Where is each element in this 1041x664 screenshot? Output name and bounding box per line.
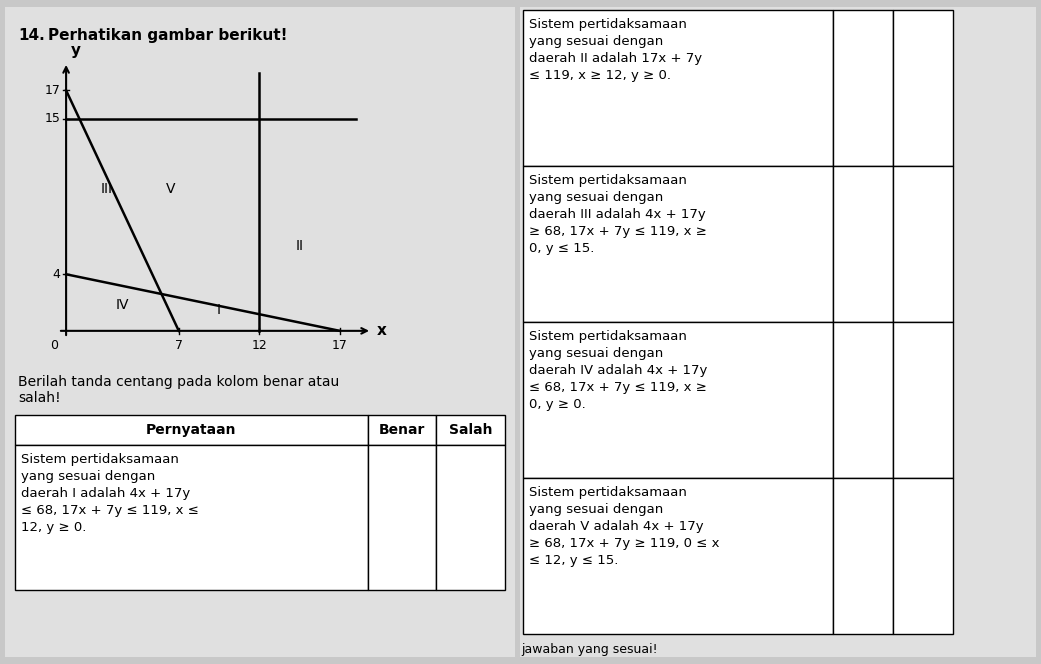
Text: 14.: 14.: [18, 28, 45, 43]
Text: Perhatikan gambar berikut!: Perhatikan gambar berikut!: [48, 28, 287, 43]
Bar: [833, 322, 893, 478]
Bar: [893, 478, 953, 634]
Text: II: II: [296, 239, 304, 253]
Bar: [833, 166, 893, 322]
Bar: [436, 415, 505, 445]
Text: I: I: [217, 303, 221, 317]
Bar: [893, 322, 953, 478]
Text: V: V: [166, 183, 176, 197]
Bar: [893, 166, 953, 322]
Text: Pernyataan: Pernyataan: [146, 423, 236, 437]
Text: Salah: Salah: [449, 423, 492, 437]
Bar: [367, 415, 436, 445]
Bar: [523, 166, 833, 322]
Bar: [15, 445, 367, 590]
Text: 17: 17: [45, 84, 60, 97]
Text: 0: 0: [50, 339, 58, 353]
Bar: [833, 478, 893, 634]
Text: IV: IV: [116, 298, 129, 312]
Text: jawaban yang sesuai!: jawaban yang sesuai!: [520, 643, 658, 656]
Bar: [367, 445, 436, 590]
Text: Sistem pertidaksamaan
yang sesuai dengan
daerah V adalah 4x + 17y
≥ 68, 17x + 7y: Sistem pertidaksamaan yang sesuai dengan…: [529, 486, 719, 567]
Bar: [436, 445, 505, 590]
Bar: [15, 415, 367, 445]
Text: Sistem pertidaksamaan
yang sesuai dengan
daerah III adalah 4x + 17y
≥ 68, 17x + : Sistem pertidaksamaan yang sesuai dengan…: [529, 174, 707, 255]
Text: III: III: [100, 183, 112, 197]
Text: Benar: Benar: [379, 423, 426, 437]
Text: 7: 7: [175, 339, 183, 352]
Text: 15: 15: [45, 112, 60, 125]
Text: Sistem pertidaksamaan
yang sesuai dengan
daerah IV adalah 4x + 17y
≤ 68, 17x + 7: Sistem pertidaksamaan yang sesuai dengan…: [529, 330, 708, 411]
Text: Sistem pertidaksamaan
yang sesuai dengan
daerah II adalah 17x + 7y
≤ 119, x ≥ 12: Sistem pertidaksamaan yang sesuai dengan…: [529, 18, 702, 82]
Bar: [520, 7, 1036, 657]
Text: 17: 17: [332, 339, 348, 352]
Bar: [523, 478, 833, 634]
Bar: [5, 7, 515, 657]
Text: 12: 12: [251, 339, 268, 352]
Bar: [833, 10, 893, 166]
Bar: [523, 322, 833, 478]
Text: 4: 4: [53, 268, 60, 281]
Bar: [893, 10, 953, 166]
Text: y: y: [71, 43, 81, 58]
Text: Berilah tanda centang pada kolom benar atau
salah!: Berilah tanda centang pada kolom benar a…: [18, 375, 339, 405]
Bar: [523, 10, 833, 166]
Text: x: x: [377, 323, 386, 339]
Text: Sistem pertidaksamaan
yang sesuai dengan
daerah I adalah 4x + 17y
≤ 68, 17x + 7y: Sistem pertidaksamaan yang sesuai dengan…: [21, 453, 199, 534]
